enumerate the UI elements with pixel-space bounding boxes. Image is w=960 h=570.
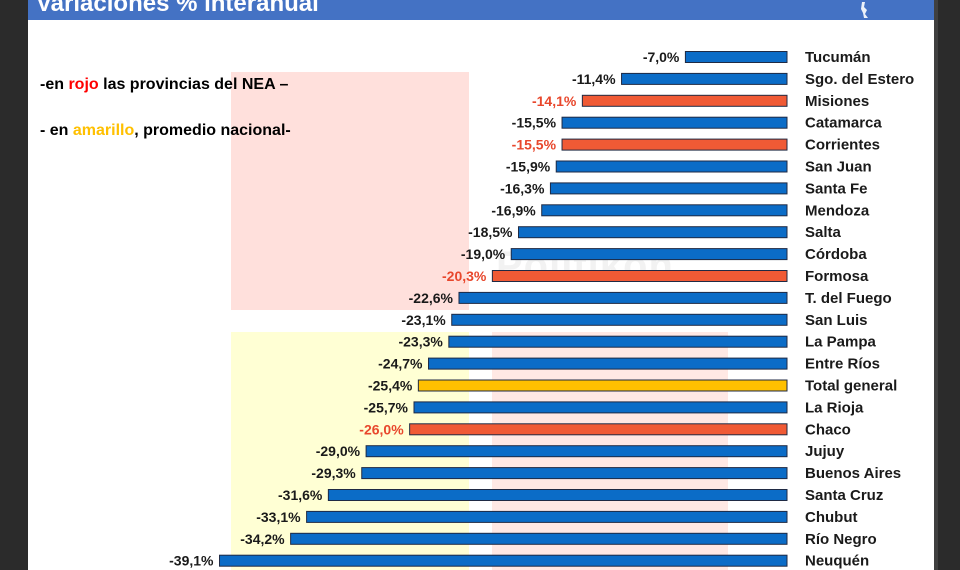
chart-title: Variaciones % interanual [36, 0, 319, 17]
bar-t-del-fuego [458, 291, 788, 304]
bar-c-rdoba [510, 248, 788, 261]
legend-note-average-prefix: - en [40, 122, 73, 139]
category-label: Chubut [805, 509, 857, 526]
category-label: Salta [805, 224, 842, 241]
value-label: -29,3% [311, 465, 356, 481]
bar-misiones [581, 94, 788, 107]
category-label: Santa Fe [805, 180, 868, 197]
category-label: Total general [805, 378, 897, 395]
category-label: Misiones [805, 93, 869, 110]
value-label: -11,4% [572, 71, 616, 87]
category-label: Santa Cruz [805, 487, 883, 504]
category-label: T. del Fuego [805, 290, 892, 307]
bar-santa-fe [549, 182, 788, 195]
category-label: Tucumán [805, 49, 871, 66]
bar-r-o-negro [290, 532, 788, 545]
category-label: Corrientes [805, 137, 880, 154]
bar-sgo-del-estero [621, 72, 788, 85]
category-label: Sgo. del Estero [805, 71, 914, 88]
value-label: -25,4% [368, 378, 413, 394]
legend-note-nea-color-word: rojo [68, 76, 99, 93]
nea-highlight-panel [231, 72, 469, 310]
category-label: Neuquén [805, 553, 869, 570]
value-label: -18,5% [468, 224, 513, 240]
value-label: -15,9% [506, 159, 551, 175]
category-label: La Pampa [805, 334, 877, 351]
map-icon [861, 2, 868, 18]
legend-note-average-color-word: amarillo [72, 122, 135, 139]
bar-la-pampa [448, 335, 788, 348]
bar-tucum-n [684, 51, 788, 63]
value-label: -23,3% [398, 334, 443, 350]
category-label: San Juan [805, 159, 872, 176]
bar-buenos-aires [361, 467, 788, 480]
legend-note-average-suffix: , promedio nacional- [134, 122, 291, 139]
bar-chaco [409, 423, 788, 436]
value-label: -23,1% [401, 312, 446, 328]
value-label: -16,3% [500, 180, 545, 196]
value-label: -33,1% [256, 509, 301, 525]
category-label: Mendoza [805, 202, 870, 219]
bar-entre-r-os [428, 357, 788, 370]
bar-la-rioja [413, 401, 788, 414]
legend-note-nea-prefix: -en [40, 76, 69, 93]
bar-santa-cruz [327, 489, 788, 501]
bar-neuqu-n [219, 554, 788, 567]
value-label: -19,0% [461, 246, 506, 262]
category-label: Jujuy [805, 443, 845, 460]
header-bar: Variaciones % interanual [28, 0, 934, 20]
value-label: -25,7% [364, 399, 409, 415]
value-label: -24,7% [378, 356, 423, 372]
value-label: -34,2% [240, 531, 285, 547]
category-label: Chaco [805, 421, 851, 438]
bar-san-luis [451, 313, 788, 326]
legend-note-average: - en amarillo, promedio nacional- [40, 122, 291, 140]
value-label: -20,3% [442, 268, 487, 284]
category-label: Formosa [805, 268, 869, 285]
bar-jujuy [365, 445, 788, 458]
value-label: -15,5% [512, 115, 557, 131]
frame-edge [934, 0, 938, 570]
bar-salta [517, 226, 788, 239]
category-label: Catamarca [805, 115, 882, 132]
category-label: La Rioja [805, 399, 864, 416]
bar-catamarca [561, 116, 788, 129]
bar-corrientes [561, 138, 788, 151]
value-label: -15,5% [512, 137, 557, 153]
value-label: -26,0% [359, 421, 404, 437]
bar-formosa [491, 270, 788, 282]
bar-chubut [306, 510, 788, 523]
category-label: Entre Ríos [805, 356, 880, 373]
value-label: -31,6% [278, 487, 323, 503]
value-label: -16,9% [491, 202, 536, 218]
value-label: -39,1% [169, 553, 214, 569]
category-label: Buenos Aires [805, 465, 901, 482]
category-label: Córdoba [805, 246, 867, 263]
legend-note-nea: -en rojo las provincias del NEA – [40, 76, 288, 94]
category-label: Río Negro [805, 531, 877, 548]
value-label: -29,0% [316, 443, 361, 459]
bar-mendoza [541, 204, 788, 217]
legend-note-nea-suffix: las provincias del NEA – [98, 76, 289, 93]
value-label: -7,0% [643, 49, 680, 65]
value-label: -14,1% [532, 93, 577, 109]
bar-total-general [417, 379, 788, 392]
bar-san-juan [555, 160, 788, 173]
value-label: -22,6% [409, 290, 454, 306]
category-label: San Luis [805, 312, 868, 329]
